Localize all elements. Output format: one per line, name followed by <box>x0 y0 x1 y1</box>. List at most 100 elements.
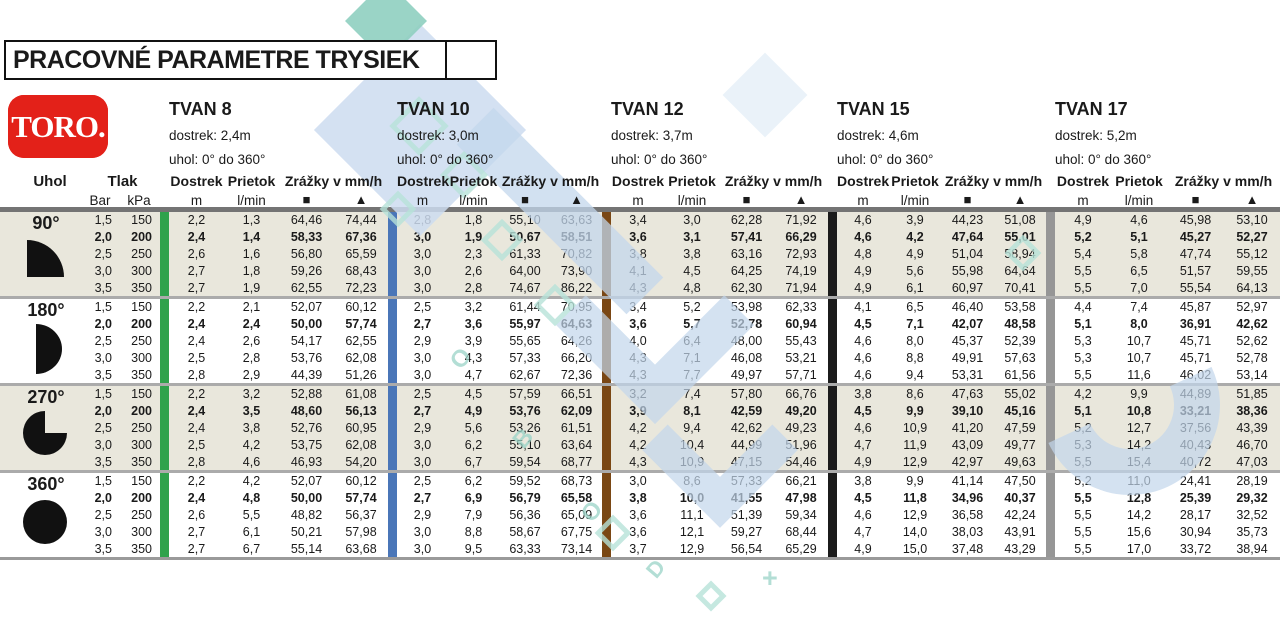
cell-prietok: 5,1 <box>1130 230 1148 245</box>
cell-zrazky-square: 56,80 <box>290 246 323 261</box>
cell-dostrek: 3,8 <box>854 387 872 402</box>
cell-dostrek: 5,5 <box>1074 280 1092 295</box>
cell-zrazky-square: 61,33 <box>509 246 541 261</box>
cell-zrazky-triangle: 46,70 <box>1236 437 1268 452</box>
square-symbol-icon: ■ <box>963 192 972 207</box>
group-uhol: uhol: 0° do 360° <box>611 152 708 167</box>
cell-dostrek: 4,5 <box>854 317 872 332</box>
column-subheader-m: m <box>416 193 429 208</box>
cell-zrazky-triangle: 71,92 <box>785 213 817 228</box>
cell-prietok: 4,8 <box>242 491 261 506</box>
column-header-zrazky: Zrážky v mm/h <box>944 173 1043 189</box>
cell-prietok: 4,3 <box>464 350 483 365</box>
cell-prietok: 12,9 <box>902 454 928 469</box>
cell-zrazky-square: 55,65 <box>509 333 541 348</box>
cell-dostrek: 2,9 <box>413 420 432 435</box>
cell-zrazky-triangle: 38,36 <box>1236 404 1268 419</box>
column-subheader-m: m <box>190 193 203 208</box>
cell-zrazky-triangle: 58,51 <box>560 230 593 245</box>
cell-zrazky-triangle: 52,27 <box>1236 230 1268 245</box>
cell-prietok: 9,9 <box>906 474 924 489</box>
cell-kpa: 150 <box>131 474 152 489</box>
cell-dostrek: 3,6 <box>629 230 647 245</box>
cell-dostrek: 5,3 <box>1074 333 1092 348</box>
cell-zrazky-triangle: 65,58 <box>560 491 593 506</box>
cell-zrazky-square: 51,04 <box>951 246 984 261</box>
cell-prietok: 6,5 <box>1130 263 1148 278</box>
cell-dostrek: 2,4 <box>187 230 206 245</box>
bottom-divider-bar <box>0 557 1280 560</box>
cell-prietok: 5,6 <box>464 420 483 435</box>
cell-dostrek: 4,9 <box>854 263 872 278</box>
cell-dostrek: 4,2 <box>629 437 647 452</box>
cell-zrazky-square: 53,26 <box>509 420 541 435</box>
table-row: 2,0 200 2,4 2,4 50,00 57,74 2,7 3,6 55,97 64,63 3,… <box>0 316 1280 333</box>
cell-zrazky-triangle: 54,46 <box>785 454 817 469</box>
cell-prietok: 2,8 <box>242 350 261 365</box>
cell-dostrek: 3,0 <box>413 246 432 261</box>
cell-zrazky-square: 50,67 <box>509 230 541 245</box>
cell-zrazky-triangle: 51,26 <box>345 367 377 382</box>
cell-zrazky-square: 47,15 <box>730 454 763 469</box>
cell-zrazky-square: 44,23 <box>951 213 984 228</box>
cell-prietok: 10,0 <box>679 491 705 506</box>
angle-label: 270° <box>27 387 65 407</box>
cell-zrazky-square: 33,21 <box>1179 404 1212 419</box>
group-name: TVAN 12 <box>611 99 684 119</box>
cell-dostrek: 2,8 <box>187 454 206 469</box>
cell-dostrek: 5,5 <box>1074 491 1092 506</box>
cell-zrazky-square: 57,41 <box>730 230 763 245</box>
column-header-bar: Bar <box>89 193 111 208</box>
cell-dostrek: 5,3 <box>1074 350 1092 365</box>
cell-dostrek: 4,9 <box>1074 213 1092 228</box>
cell-kpa: 150 <box>131 387 152 402</box>
cell-kpa: 150 <box>131 213 152 228</box>
cell-dostrek: 2,4 <box>187 333 206 348</box>
page-title-box: PRACOVNÉ PARAMETRE TRYSIEK <box>4 40 497 80</box>
cell-dostrek: 2,4 <box>187 491 206 506</box>
cell-dostrek: 3,4 <box>629 300 647 315</box>
cell-bar: 2,0 <box>94 491 112 506</box>
column-header-dostrek: Dostrek <box>611 173 665 189</box>
cell-zrazky-triangle: 43,39 <box>1236 420 1268 435</box>
cell-dostrek: 4,5 <box>854 491 872 506</box>
cell-dostrek: 3,4 <box>629 213 647 228</box>
square-symbol-icon: ■ <box>1191 192 1200 207</box>
cell-dostrek: 5,5 <box>1074 454 1092 469</box>
cell-bar: 3,0 <box>94 350 112 365</box>
band-separator <box>0 470 1280 473</box>
column-header-prietok: Prietok <box>449 173 498 189</box>
cell-zrazky-square: 63,16 <box>730 246 763 261</box>
cell-zrazky-square: 56,54 <box>730 541 763 556</box>
cell-zrazky-triangle: 57,98 <box>345 524 377 539</box>
cell-prietok: 3,0 <box>683 213 701 228</box>
cell-zrazky-square: 44,99 <box>730 437 763 452</box>
cell-prietok: 1,3 <box>242 213 261 228</box>
cell-dostrek: 3,6 <box>629 524 647 539</box>
cell-prietok: 11,6 <box>1127 367 1151 382</box>
cell-dostrek: 2,9 <box>413 333 432 348</box>
cell-prietok: 7,1 <box>683 350 701 365</box>
cell-zrazky-square: 41,14 <box>951 474 984 489</box>
cell-zrazky-triangle: 53,58 <box>1004 300 1036 315</box>
cell-dostrek: 5,1 <box>1074 404 1092 419</box>
cell-kpa: 300 <box>131 263 152 278</box>
cell-zrazky-triangle: 63,64 <box>560 437 593 452</box>
cell-zrazky-triangle: 47,98 <box>785 491 817 506</box>
cell-zrazky-triangle: 45,16 <box>1004 404 1036 419</box>
cell-kpa: 250 <box>131 507 152 522</box>
cell-prietok: 6,2 <box>464 474 483 489</box>
cell-zrazky-triangle: 66,21 <box>785 474 817 489</box>
cell-zrazky-square: 59,27 <box>730 524 763 539</box>
cell-bar: 3,0 <box>94 263 112 278</box>
group-uhol: uhol: 0° do 360° <box>397 152 494 167</box>
cell-prietok: 6,1 <box>906 280 924 295</box>
cell-zrazky-square: 45,98 <box>1179 213 1212 228</box>
cell-prietok: 10,9 <box>902 420 928 435</box>
cell-zrazky-square: 54,17 <box>290 333 323 348</box>
cell-dostrek: 3,0 <box>413 524 432 539</box>
cell-zrazky-square: 57,59 <box>509 387 541 402</box>
cell-prietok: 4,2 <box>242 474 261 489</box>
square-symbol-icon: ■ <box>302 192 311 207</box>
cell-bar: 3,5 <box>94 454 112 469</box>
